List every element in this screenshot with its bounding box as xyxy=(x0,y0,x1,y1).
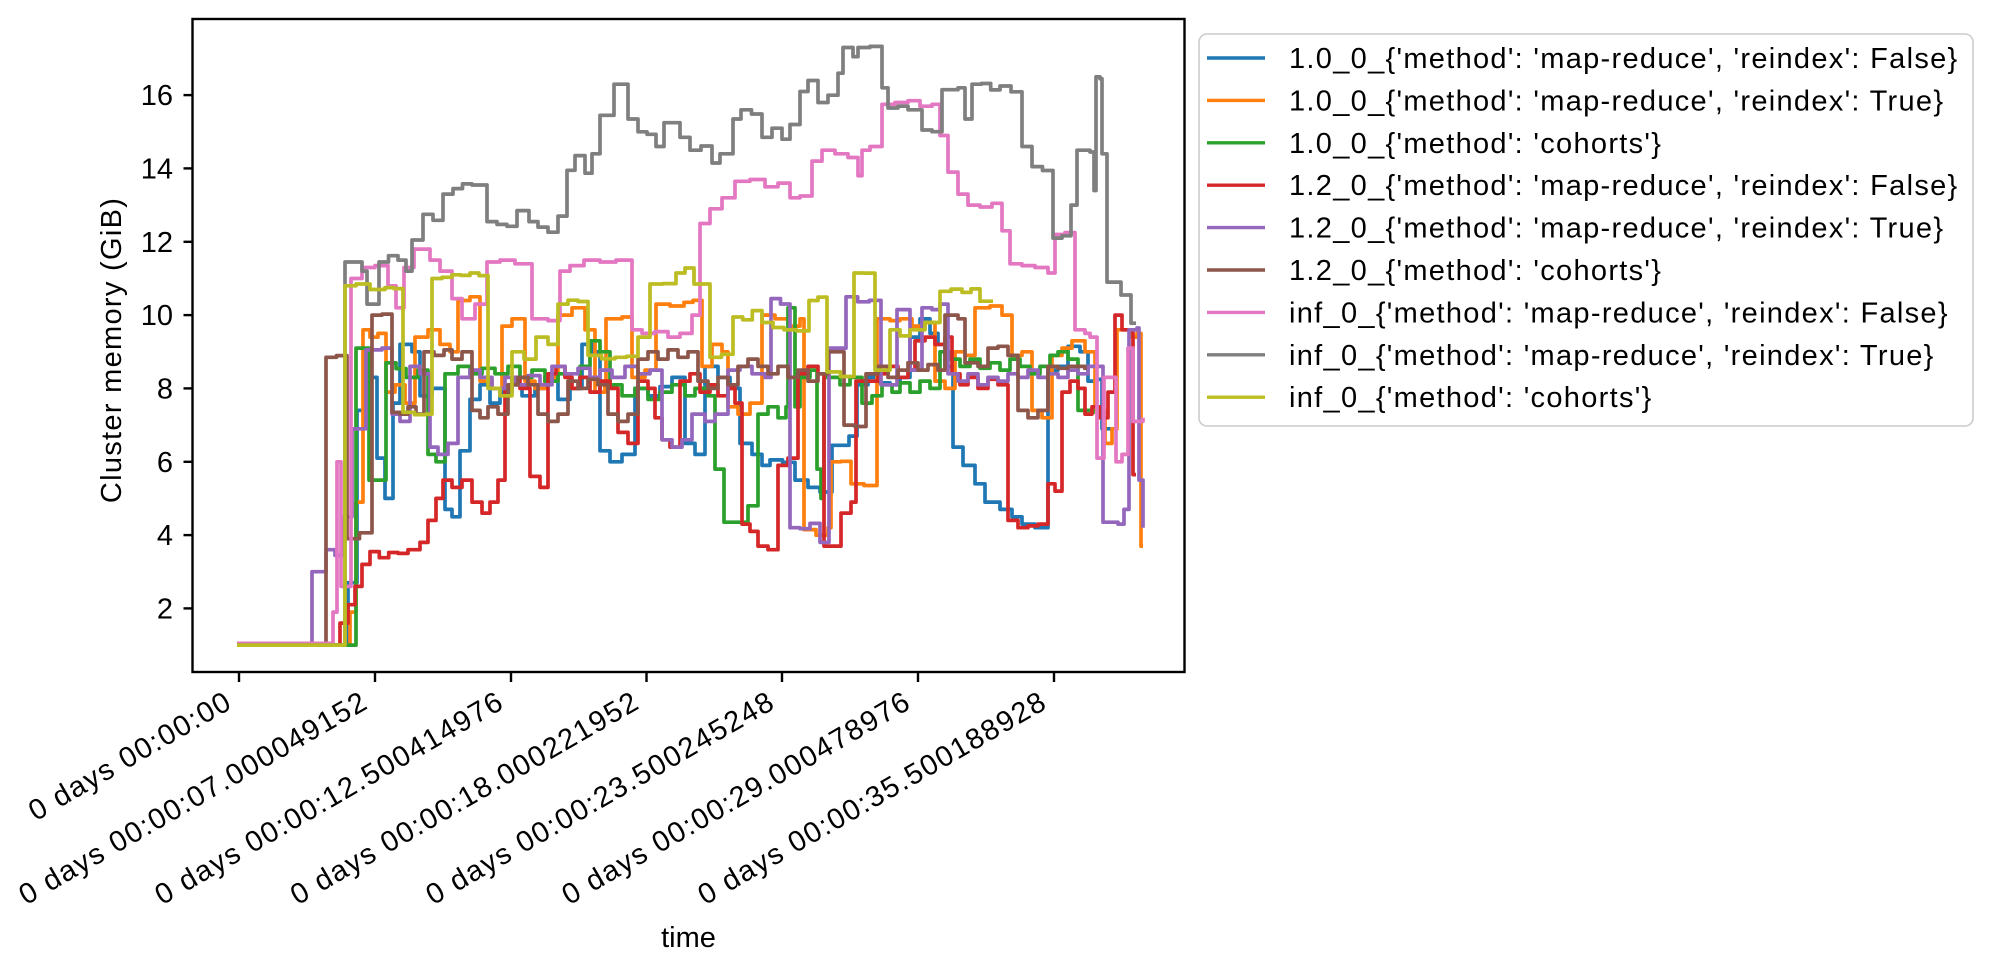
svg-text:2: 2 xyxy=(157,593,173,625)
svg-text:1.2_0_{'method': 'map-reduce',: 1.2_0_{'method': 'map-reduce', 'reindex'… xyxy=(1289,170,1959,202)
svg-text:1.0_0_{'method': 'map-reduce',: 1.0_0_{'method': 'map-reduce', 'reindex'… xyxy=(1289,85,1944,117)
svg-text:10: 10 xyxy=(141,300,173,332)
svg-text:inf_0_{'method': 'map-reduce',: inf_0_{'method': 'map-reduce', 'reindex'… xyxy=(1289,340,1935,372)
svg-text:1.0_0_{'method': 'cohorts'}: 1.0_0_{'method': 'cohorts'} xyxy=(1289,128,1662,160)
svg-text:12: 12 xyxy=(141,227,173,259)
svg-text:inf_0_{'method': 'map-reduce',: inf_0_{'method': 'map-reduce', 'reindex'… xyxy=(1289,297,1949,329)
svg-text:6: 6 xyxy=(157,447,173,479)
svg-text:1.2_0_{'method': 'cohorts'}: 1.2_0_{'method': 'cohorts'} xyxy=(1289,255,1662,287)
svg-text:16: 16 xyxy=(141,80,173,112)
svg-text:4: 4 xyxy=(157,520,173,552)
svg-text:1.2_0_{'method': 'map-reduce',: 1.2_0_{'method': 'map-reduce', 'reindex'… xyxy=(1289,213,1944,245)
svg-text:time: time xyxy=(661,922,716,954)
svg-text:inf_0_{'method': 'cohorts'}: inf_0_{'method': 'cohorts'} xyxy=(1289,382,1653,414)
svg-text:14: 14 xyxy=(141,153,173,185)
svg-text:8: 8 xyxy=(157,373,173,405)
svg-text:Cluster memory (GiB): Cluster memory (GiB) xyxy=(96,197,128,503)
svg-text:1.0_0_{'method': 'map-reduce',: 1.0_0_{'method': 'map-reduce', 'reindex'… xyxy=(1289,43,1959,75)
